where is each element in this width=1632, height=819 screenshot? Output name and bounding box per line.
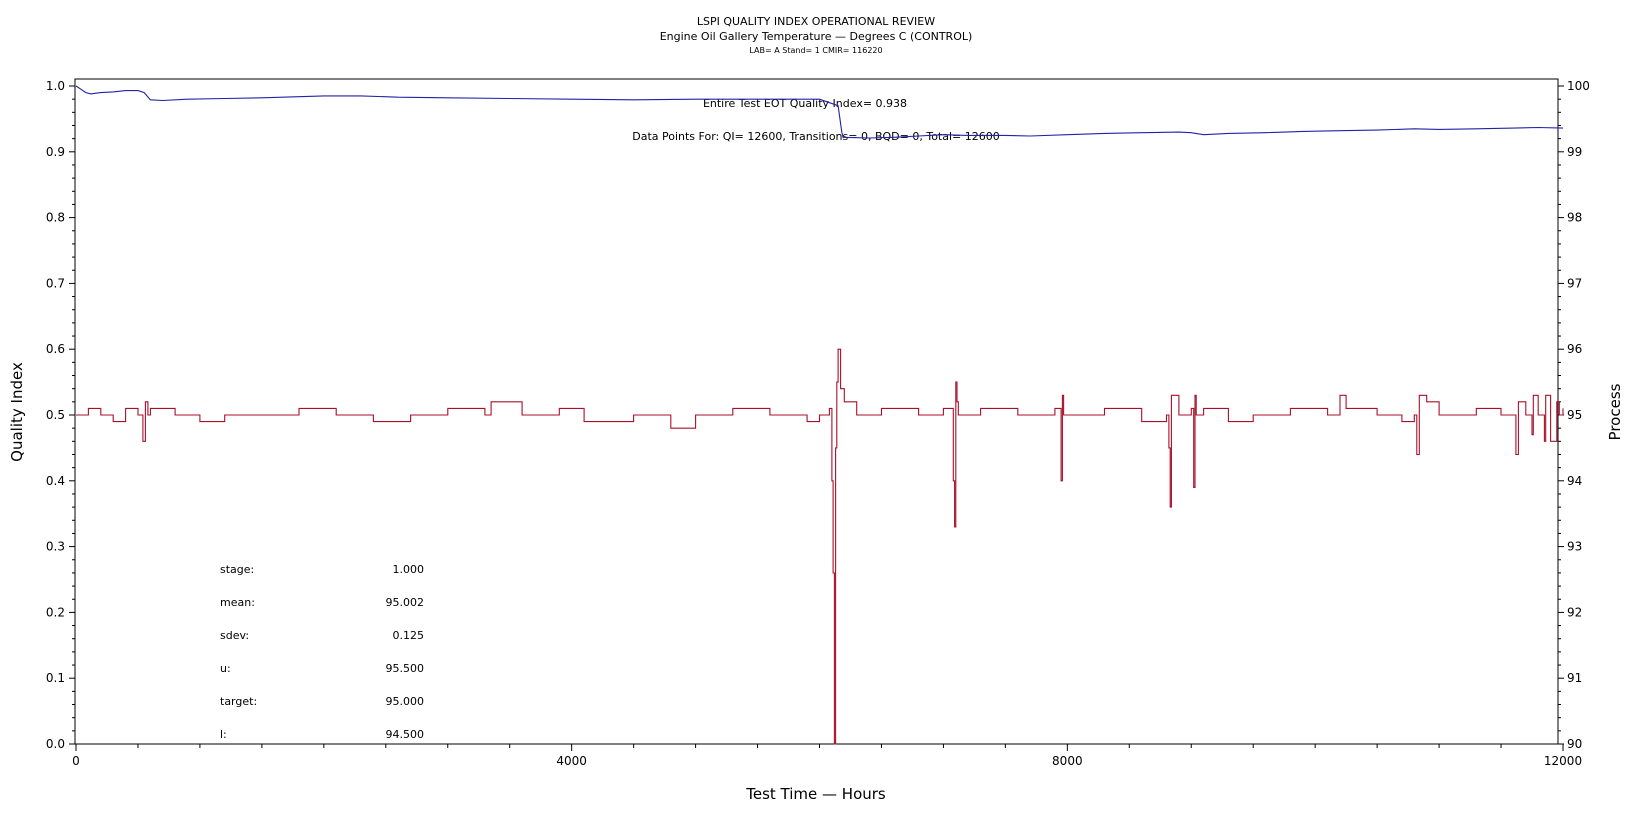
quality-index-series-line [75,85,1564,139]
y-left-tick-label: 0.1 [46,671,65,685]
y-left-tick-label: 0.2 [46,605,65,619]
stat-value: 95.000 [386,695,425,708]
y-right-tick-label: 97 [1567,276,1582,290]
x-tick-label: 12000 [1544,754,1582,768]
stat-label: sdev: [220,629,249,642]
stats-table: stage: 1.000 mean: 95.002 sdev: 0.125 u: 95.500… [220,563,424,741]
y-right-tick-label: 98 [1567,211,1582,225]
y-right-tick-label: 100 [1567,79,1590,93]
y-left-tick-label: 0.6 [46,342,65,356]
stat-label: l: [220,728,227,741]
x-tick-label: 0 [72,754,80,768]
y-left-tick-label: 0.4 [46,474,65,488]
series-layer [75,85,1564,745]
data-points-annotation: Data Points For: QI= 12600, Transitions=… [632,130,1000,143]
chart-subtitle-small: LAB= A Stand= 1 CMIR= 116220 [749,46,882,55]
y-left-tick-label: 0.8 [46,211,65,225]
y-right-tick-label: 96 [1567,342,1582,356]
stat-value: 95.500 [386,662,425,675]
plot-frame [74,78,1559,745]
stat-label: mean: [220,596,255,609]
y-right-tick-label: 90 [1567,737,1582,751]
y-left-tick-label: 0.5 [46,408,65,422]
y-left-tick-label: 0.3 [46,540,65,554]
y-left-axis-title: Quality Index [8,362,26,462]
y-left-tick-label: 1.0 [46,79,65,93]
chart-subtitle: Engine Oil Gallery Temperature — Degrees… [660,30,973,43]
stat-value: 1.000 [393,563,425,576]
stat-value: 94.500 [386,728,425,741]
eot-quality-index-annotation: Entire Test EOT Quality Index= 0.938 [703,97,907,110]
stat-label: target: [220,695,257,708]
stat-value: 0.125 [393,629,425,642]
y-right-axis-title: Process [1606,383,1624,440]
y-right-tick-label: 92 [1567,605,1582,619]
x-tick-label: 8000 [1052,754,1083,768]
stat-label: stage: [220,563,254,576]
chart-title: LSPI QUALITY INDEX OPERATIONAL REVIEW [697,15,935,28]
stat-label: u: [220,662,231,675]
x-tick-label: 4000 [556,754,587,768]
stat-value: 95.002 [386,596,425,609]
y-right-tick-label: 99 [1567,145,1582,159]
y-left-tick-label: 0.9 [46,145,65,159]
y-left-tick-label: 0.7 [46,276,65,290]
y-right-tick-label: 94 [1567,474,1582,488]
y-right-tick-label: 95 [1567,408,1582,422]
y-right-tick-label: 91 [1567,671,1582,685]
tick-labels: 0 4000 8000 12000 0.0 0.1 0.2 0.3 0.4 0.5 0.6 0.7 0.… [46,79,1590,768]
process-series-line [76,348,1564,745]
y-right-tick-label: 93 [1567,540,1582,554]
x-axis-title: Test Time — Hours [745,785,886,803]
axis-ticks [69,85,1564,751]
y-left-tick-label: 0.0 [46,737,65,751]
